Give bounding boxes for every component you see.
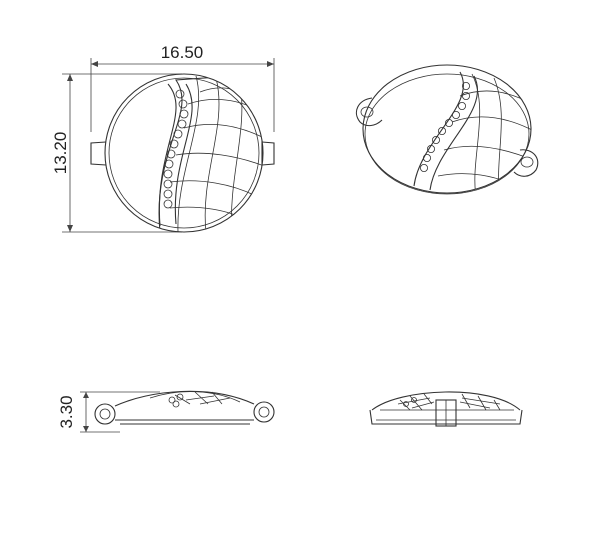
thickness-dimension-label: 3.30 xyxy=(57,395,76,428)
height-dimension: 13.20 xyxy=(51,73,182,233)
width-dimension: 16.50 xyxy=(90,43,275,132)
height-dimension-label: 13.20 xyxy=(51,132,70,175)
end-view xyxy=(369,391,523,427)
side-view: 3.30 xyxy=(57,390,275,433)
front-view: 16.50 13.20 xyxy=(51,43,275,233)
thickness-dimension: 3.30 xyxy=(57,391,160,433)
stone-row-front xyxy=(163,89,189,209)
width-dimension-label: 16.50 xyxy=(161,43,204,62)
stone-row-iso xyxy=(419,82,470,172)
isometric-view xyxy=(355,64,539,195)
